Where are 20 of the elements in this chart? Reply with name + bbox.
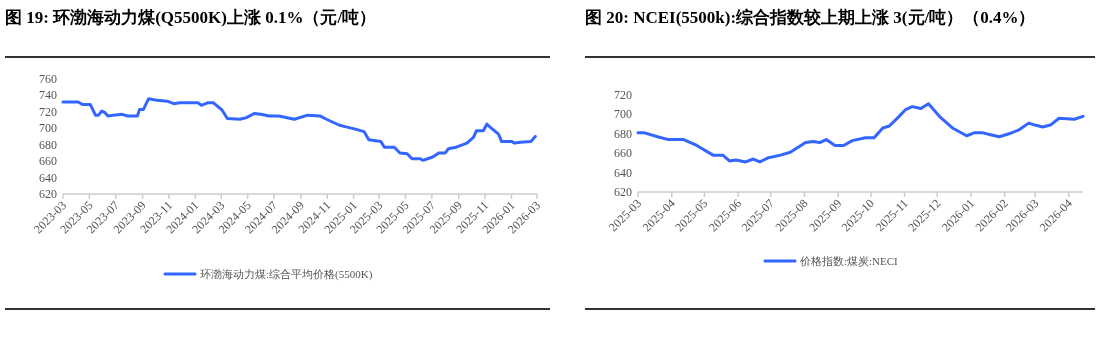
- y-tick-label: 660: [614, 146, 632, 161]
- line-series: [636, 102, 1085, 164]
- chart-title: 图 20: NCEI(5500k):综合指数较上期上涨 3(元/吨）（0.4%）: [585, 7, 1037, 29]
- line-series: [61, 97, 537, 162]
- y-tick-label: 680: [39, 137, 57, 152]
- y-tick-label: 620: [614, 185, 632, 199]
- y-tick-label: 640: [39, 170, 57, 185]
- y-tick-label: 640: [614, 165, 632, 180]
- y-tick-label: 740: [39, 88, 57, 103]
- y-tick-label: 700: [614, 107, 632, 122]
- y-tick-label: 720: [39, 104, 57, 119]
- y-tick-label: 660: [39, 154, 57, 169]
- y-tick-label: 760: [39, 72, 57, 86]
- legend-label: 环渤海动力煤:综合平均价格(5500K): [200, 268, 373, 281]
- y-tick-label: 700: [39, 121, 57, 136]
- y-tick-label: 720: [614, 88, 632, 102]
- legend-label: 价格指数:煤炭:NECI: [799, 255, 899, 267]
- chart-title: 图 19: 环渤海动力煤(Q5500K)上涨 0.1%（元/吨）: [5, 7, 378, 29]
- y-tick-label: 680: [614, 126, 632, 141]
- y-tick-label: 620: [39, 187, 57, 201]
